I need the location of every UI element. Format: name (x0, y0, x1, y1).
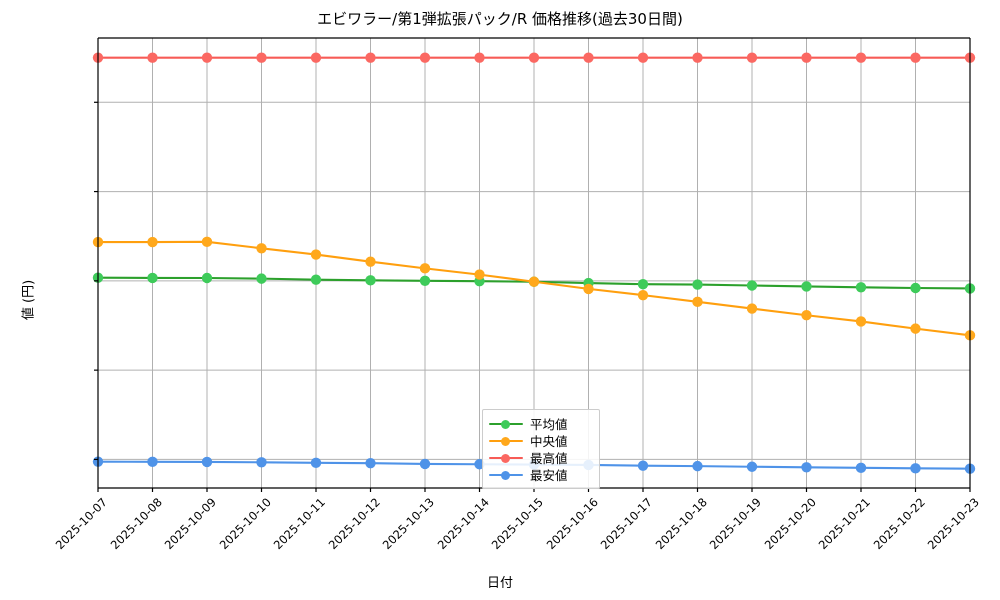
data-point (855, 462, 867, 474)
data-point (746, 303, 758, 314)
data-point (746, 280, 758, 291)
chart-title: エビワラー/第1弾拡張パック/R 価格推移(過去30日間) (317, 10, 683, 28)
legend-label: 平均値 (530, 417, 568, 432)
series-3 (92, 52, 976, 63)
data-point (419, 52, 431, 63)
x-axis-label: 日付 (486, 576, 513, 591)
data-point (637, 278, 649, 290)
data-point (201, 236, 213, 248)
data-point (419, 275, 431, 286)
legend-item[interactable]: 最安値 (489, 466, 592, 483)
data-point (419, 263, 431, 274)
data-point (910, 323, 921, 334)
data-point (801, 281, 812, 292)
data-point (147, 236, 158, 248)
data-point (256, 273, 267, 284)
legend-label: 中央値 (530, 434, 568, 449)
data-point (365, 275, 376, 286)
data-point (528, 276, 540, 287)
data-point (201, 272, 213, 284)
data-point (474, 52, 485, 63)
data-point (801, 52, 812, 63)
data-point (746, 52, 758, 63)
data-point (256, 243, 267, 254)
data-point (474, 269, 485, 280)
data-point (692, 279, 703, 290)
data-point (201, 456, 213, 468)
data-point (147, 272, 158, 284)
data-point (801, 462, 812, 473)
data-point (746, 461, 758, 472)
data-point (910, 52, 921, 63)
data-point (692, 52, 703, 63)
data-point (637, 52, 649, 63)
data-point (310, 52, 322, 63)
data-point (365, 52, 376, 63)
data-point (855, 52, 867, 63)
legend-label: 最安値 (530, 468, 568, 483)
data-point (310, 249, 322, 260)
data-point (855, 316, 867, 327)
data-point (692, 296, 703, 308)
data-point (637, 460, 649, 471)
legend-marker-icon (489, 434, 523, 448)
legend-marker-icon (489, 468, 523, 482)
legend-item[interactable]: 平均値 (489, 415, 592, 432)
series-4 (92, 456, 976, 474)
chart-legend: 平均値中央値最高値最安値 (482, 409, 600, 489)
data-point (855, 282, 867, 293)
legend-label: 最高値 (530, 451, 568, 466)
data-point (365, 256, 376, 267)
data-point (692, 460, 703, 472)
data-point (801, 310, 812, 321)
legend-marker-icon (489, 451, 523, 465)
data-point (256, 457, 267, 468)
legend-item[interactable]: 中央値 (489, 432, 592, 449)
data-point (583, 283, 594, 295)
data-point (256, 52, 267, 63)
axis-ticks (94, 101, 971, 492)
data-point (910, 463, 921, 474)
legend-marker-icon (489, 417, 523, 431)
legend-item[interactable]: 最高値 (489, 449, 592, 466)
data-point (201, 52, 213, 63)
data-point (365, 457, 376, 469)
data-point (910, 282, 921, 294)
data-point (419, 458, 431, 470)
data-point (637, 289, 649, 301)
series-2 (92, 236, 976, 341)
data-point (528, 52, 540, 63)
data-point (583, 52, 594, 63)
data-point (310, 457, 322, 469)
data-point (147, 456, 158, 468)
data-point (147, 52, 158, 63)
data-point (310, 274, 322, 285)
